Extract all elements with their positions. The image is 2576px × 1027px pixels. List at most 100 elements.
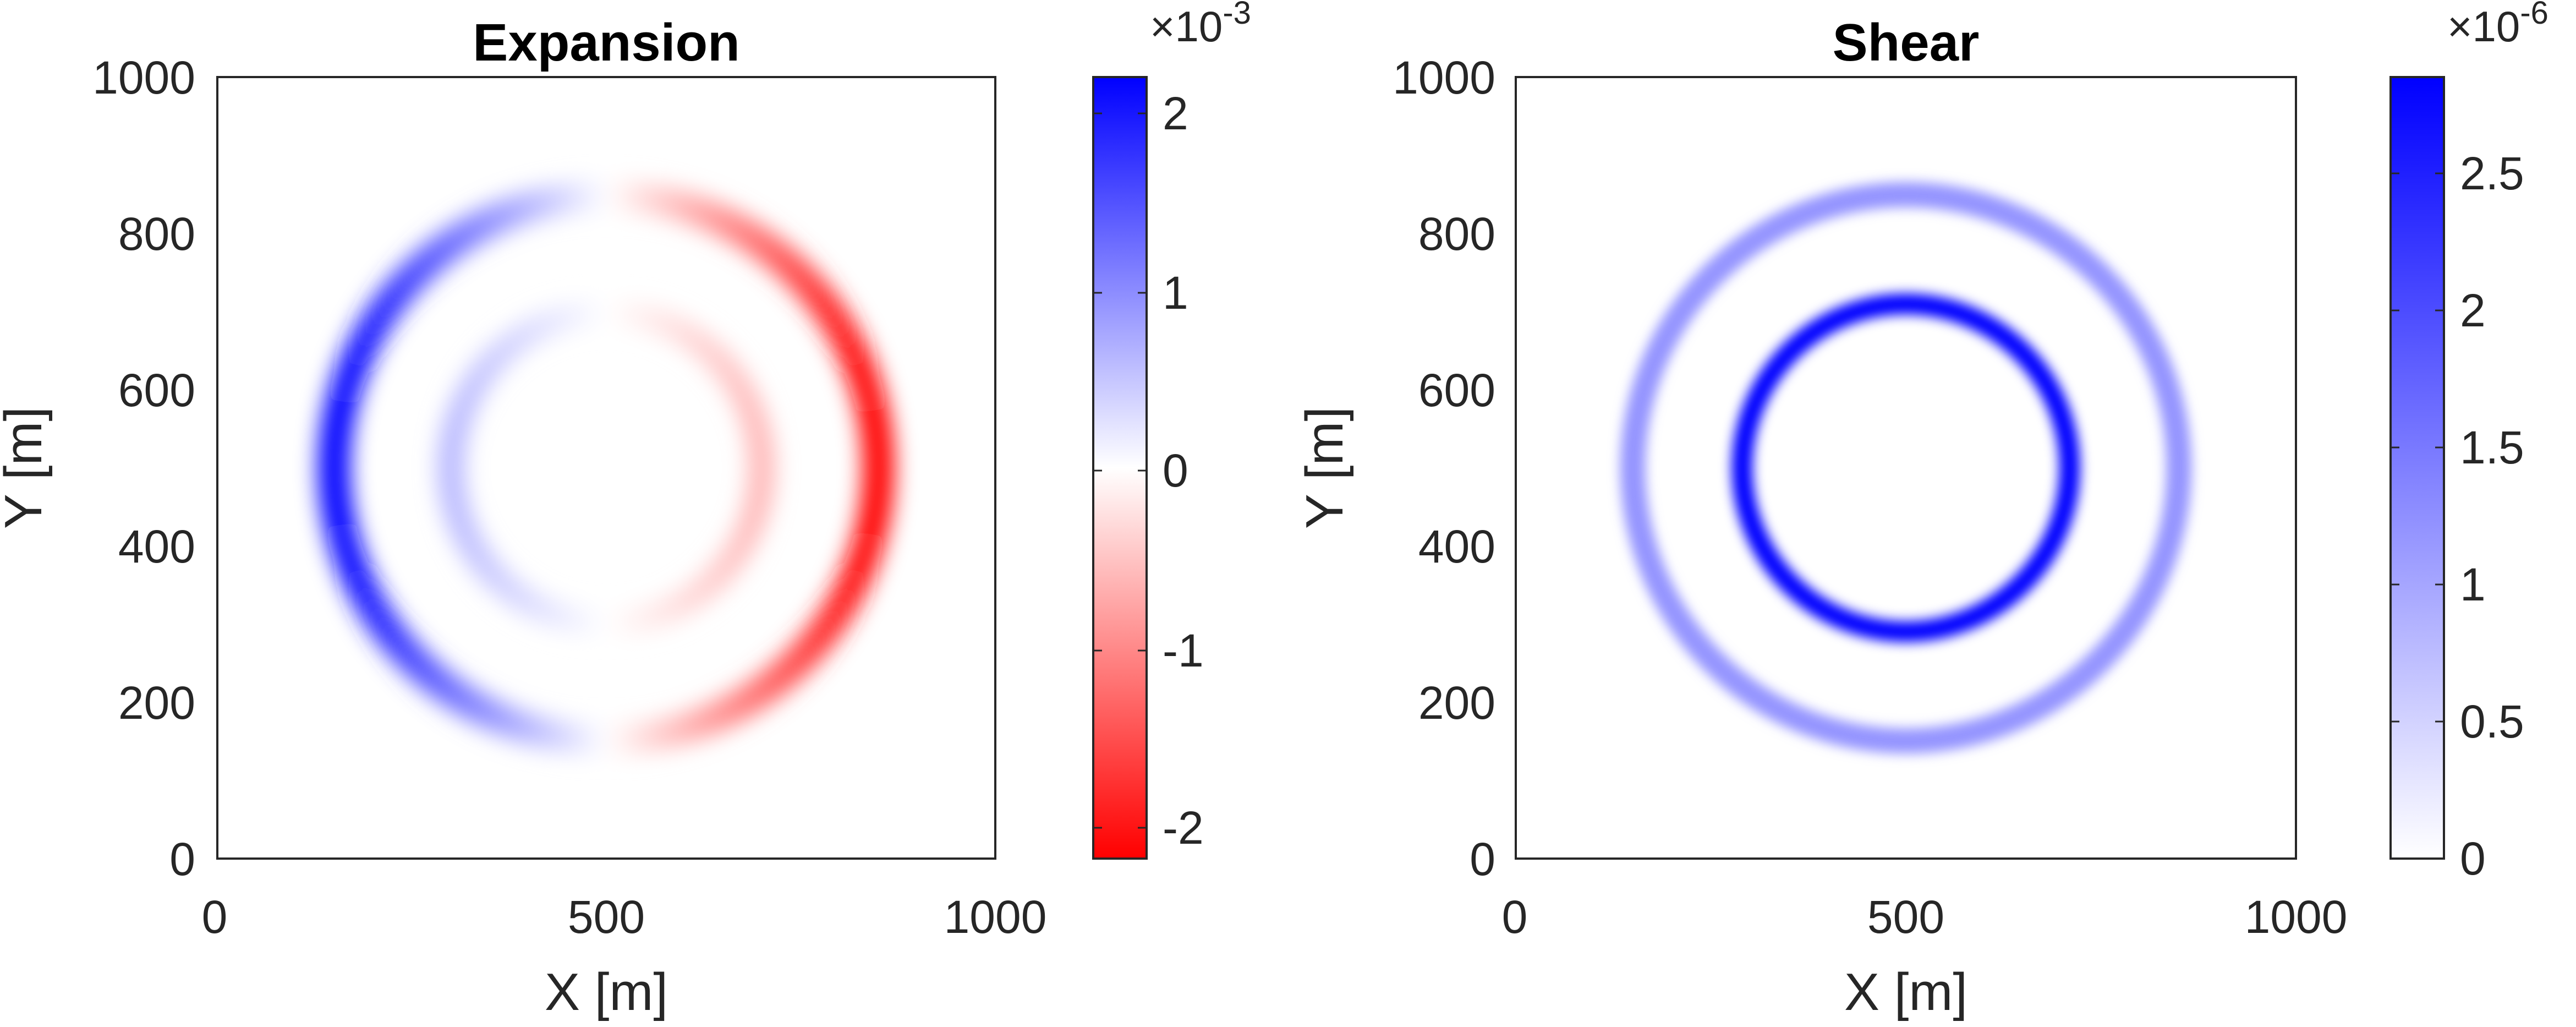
ring-1-segment: [1972, 311, 1988, 333]
ring-1-segment: [1869, 296, 1879, 318]
ring-0-segment: [861, 437, 894, 451]
ring-0-segment: [357, 596, 390, 621]
expansion-cbtick-2: 2: [1163, 88, 1188, 139]
ring-0-segment: [1637, 556, 1665, 576]
expansion-x-axis: 0 500 1000: [202, 891, 1047, 943]
ring-1-segment: [2012, 342, 2031, 362]
ring-1-segment: [1942, 298, 1954, 321]
ring-0-segment: [802, 625, 834, 653]
ring-0-segment: [1738, 678, 1761, 705]
ring-1-segment: [1996, 326, 2013, 347]
shear-cbtick-1: 1: [2460, 559, 2486, 610]
ring-1-segment: [724, 373, 750, 393]
ring-0-segment: [392, 267, 422, 297]
ring-0-segment: [322, 512, 356, 528]
ring-1-segment: [1991, 323, 2009, 344]
ring-1-segment: [681, 585, 701, 611]
ring-0-segment: [857, 511, 890, 528]
ring-1-segment: [451, 394, 479, 411]
ring-0-segment: [347, 580, 380, 604]
ring-0-segment: [1693, 269, 1719, 294]
ring-0-segment: [701, 200, 724, 234]
ring-0-segment: [684, 193, 705, 227]
ring-0-segment: [329, 379, 363, 398]
ring-0-segment: [749, 675, 776, 707]
ring-0-segment: [777, 652, 807, 682]
ring-1-segment: [489, 570, 512, 594]
ring-1-segment: [571, 301, 582, 329]
ring-1-segment: [497, 576, 519, 602]
ring-1-segment: [443, 506, 472, 521]
ring-0-segment: [392, 639, 423, 669]
ring-1-segment: [476, 559, 501, 581]
ring-0-segment: [454, 685, 479, 718]
ring-1-segment: [527, 593, 545, 620]
ring-1-segment: [1932, 296, 1942, 318]
expansion-cbtick-minus2: -2: [1163, 802, 1204, 854]
ring-0-segment: [2160, 408, 2188, 423]
ring-0-segment: [823, 315, 856, 340]
ring-1-segment: [560, 604, 573, 632]
ring-1-segment: [1894, 620, 1901, 642]
shear-multiplier-exponent: -6: [2520, 0, 2548, 31]
ring-1-segment: [2035, 375, 2057, 391]
ring-1-segment: [731, 529, 759, 547]
ring-0-segment: [818, 306, 851, 332]
ring-1-segment: [1768, 562, 1789, 580]
ring-0-segment: [784, 645, 814, 675]
ring-1-segment: [439, 439, 467, 449]
ring-0-segment: [1623, 418, 1649, 433]
expansion-colorbar-ticks: [1093, 112, 1147, 829]
shear-ytick-1000: 1000: [1393, 52, 1495, 103]
ring-1-segment: [459, 538, 486, 558]
ring-1-segment: [1736, 505, 1759, 516]
ring-0-segment: [1645, 342, 1672, 363]
ring-1-segment: [711, 559, 736, 581]
ring-0-segment: [489, 200, 511, 234]
ring-1-segment: [447, 405, 475, 420]
ring-0-segment: [1977, 715, 1995, 743]
ring-1-segment: [1824, 603, 1839, 625]
ring-0-segment: [1658, 316, 1685, 338]
ring-1-segment: [1926, 295, 1936, 317]
ring-1-segment: [2046, 525, 2068, 539]
ring-0-segment: [2162, 503, 2189, 517]
ring-1-segment: [654, 599, 670, 627]
ring-0-segment: [802, 282, 834, 310]
ring-0-segment: [1968, 190, 1985, 218]
ring-0-segment: [668, 714, 686, 747]
ring-0-segment: [319, 438, 352, 451]
ring-0-segment: [1624, 512, 1652, 528]
ring-1-segment: [1982, 316, 1998, 338]
ring-0-segment: [726, 690, 751, 723]
ring-0-segment: [710, 204, 733, 238]
ring-1-segment: [457, 534, 484, 553]
ring-0-segment: [357, 315, 389, 340]
ring-0-segment: [2121, 308, 2149, 330]
ring-1-segment: [2019, 351, 2040, 370]
ring-0-segment: [385, 275, 416, 304]
ring-0-segment: [847, 369, 880, 389]
ring-1-segment: [2008, 577, 2027, 598]
ring-1-segment: [1740, 408, 1762, 421]
ring-1-segment: [620, 299, 630, 327]
ring-0-segment: [321, 418, 354, 433]
ring-1-segment: [537, 310, 553, 338]
ring-0-segment: [1837, 720, 1852, 747]
ring-1-segment: [1840, 610, 1854, 632]
ring-0-segment: [2147, 360, 2174, 379]
ring-1-segment: [512, 585, 532, 611]
ring-0-segment: [399, 646, 429, 675]
ring-0-segment: [367, 298, 399, 325]
ring-0-segment: [2011, 206, 2031, 234]
ring-1-segment: [1857, 298, 1869, 321]
ring-1-segment: [1876, 619, 1886, 641]
ring-1-segment: [469, 551, 495, 572]
ring-0-segment: [659, 717, 677, 750]
ring-1-segment: [1732, 483, 1755, 493]
ring-1-segment: [1834, 306, 1849, 328]
shear-colorbar: 0 0.5 1 1.5 2 2.5 ×10-6: [2389, 0, 2548, 884]
ring-1-segment: [1947, 300, 1960, 323]
ring-0-segment: [847, 546, 881, 566]
